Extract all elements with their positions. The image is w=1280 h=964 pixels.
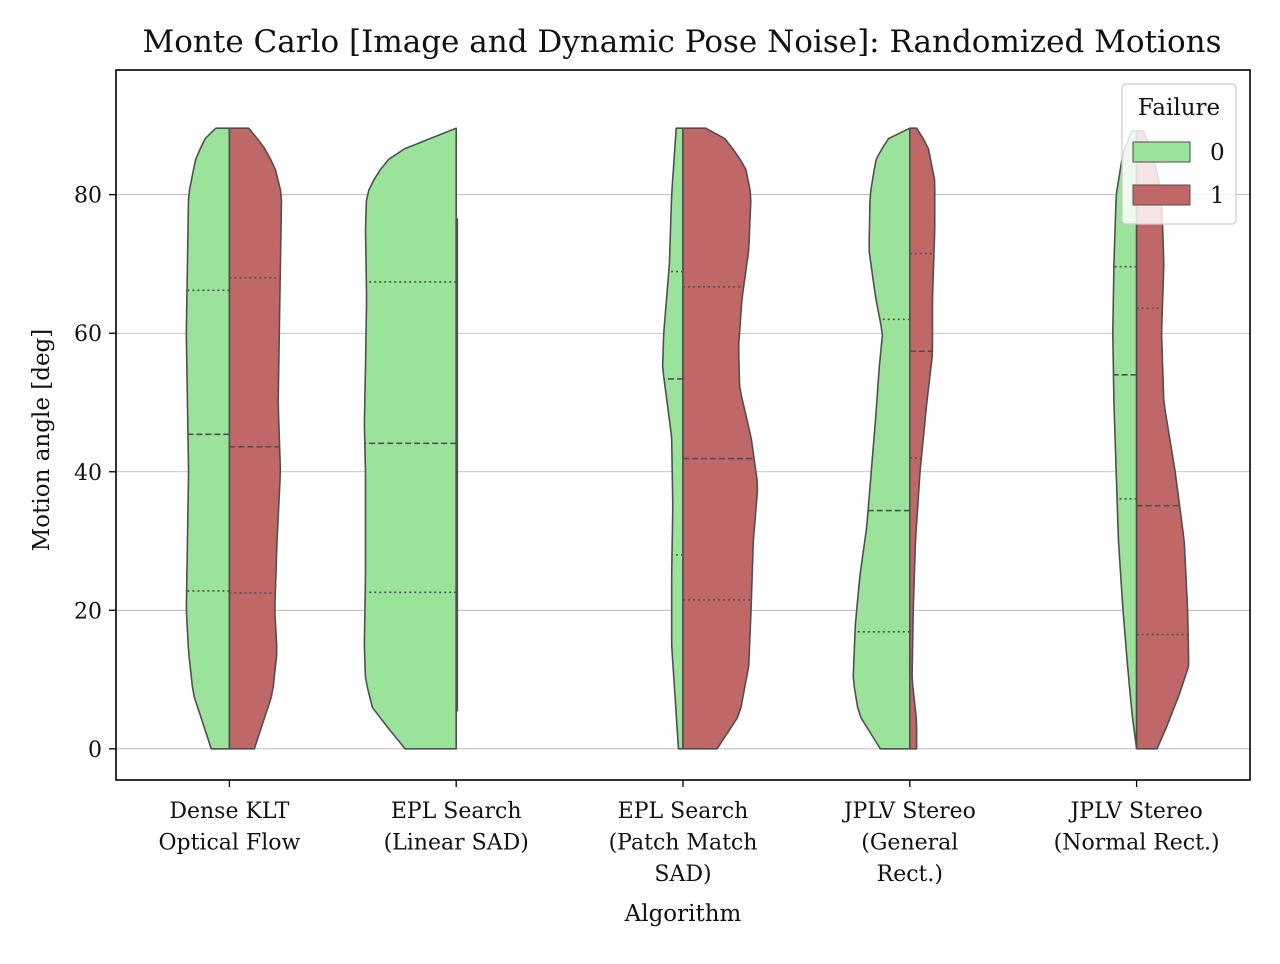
violin-3-failure-0	[661, 127, 684, 750]
y-tick-label-40: 40	[74, 461, 102, 486]
x-tick-label-1: Dense KLT Optical Flow	[158, 799, 300, 856]
x-tick-label-line: Rect.)	[877, 862, 943, 887]
violins	[185, 127, 1190, 750]
x-tick-label-line: JPLV Stereo	[1068, 799, 1202, 824]
x-tick-label-line: EPL Search	[618, 799, 749, 824]
violin-1-failure-0	[185, 127, 231, 750]
violin-5-failure-0	[1112, 130, 1138, 750]
x-tick-label-3: EPL Search (Patch Match SAD)	[609, 799, 758, 887]
violin-1-failure-1	[228, 127, 283, 750]
x-tick-label-line: (Patch Match	[609, 831, 758, 856]
legend-label-failure-0: 0	[1210, 140, 1225, 166]
y-tick-label-60: 60	[74, 322, 102, 347]
legend-swatch-failure-1	[1132, 184, 1191, 206]
x-axis-ticks: Dense KLT Optical Flow EPL Search (Linear S…	[158, 780, 1220, 887]
y-tick-label-0: 0	[88, 738, 102, 763]
x-tick-label-line: EPL Search	[391, 799, 522, 824]
chart-title: Monte Carlo [Image and Dynamic Pose Nois…	[143, 24, 1222, 60]
violin-3-failure-1	[682, 127, 759, 750]
y-axis-label: Motion angle [deg]	[29, 329, 55, 552]
x-tick-label-4: JPLV Stereo (General Rect.)	[842, 799, 976, 887]
legend-swatch-failure-0	[1132, 141, 1191, 163]
x-axis-label: Algorithm	[624, 901, 742, 927]
legend-label-failure-1: 1	[1210, 183, 1225, 209]
x-tick-label-line: SAD)	[654, 862, 711, 887]
x-tick-label-line: (General	[861, 831, 958, 856]
x-tick-label-5: JPLV Stereo (Normal Rect.)	[1054, 799, 1220, 856]
y-axis-ticks: 0 20 40 60 80	[74, 184, 116, 763]
y-tick-label-20: 20	[74, 599, 102, 624]
x-tick-label-line: (Normal Rect.)	[1054, 831, 1220, 856]
y-tick-label-80: 80	[74, 184, 102, 209]
x-tick-label-line: JPLV Stereo	[842, 799, 976, 824]
x-tick-label-2: EPL Search (Linear SAD)	[384, 799, 529, 856]
violin-2-failure-1	[455, 218, 459, 712]
legend: Failure 0 1	[1121, 83, 1237, 225]
violin-4-failure-1	[909, 127, 936, 750]
violin-4-failure-0	[852, 127, 911, 750]
legend-title: Failure	[1138, 95, 1220, 121]
x-tick-label-line: Dense KLT	[169, 799, 289, 824]
violin-2-failure-0	[363, 127, 457, 750]
x-tick-label-line: (Linear SAD)	[384, 831, 529, 856]
x-tick-label-line: Optical Flow	[158, 831, 300, 856]
